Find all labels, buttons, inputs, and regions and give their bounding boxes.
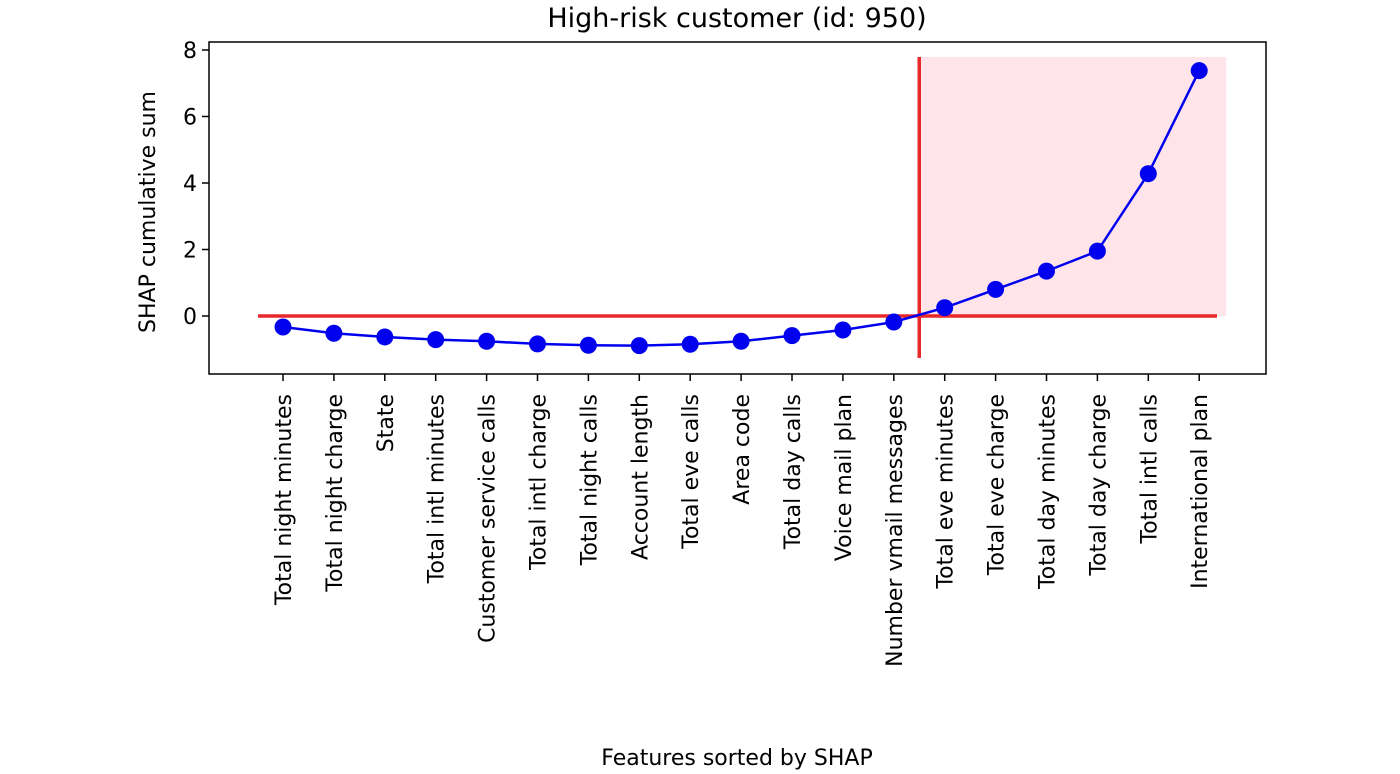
y-tick-label: 2	[183, 239, 197, 264]
data-point	[630, 337, 648, 355]
x-tick-label: Total day calls	[781, 394, 806, 550]
series-points	[274, 62, 1208, 355]
x-tick-label: Total night minutes	[272, 394, 297, 606]
x-tick-label: International plan	[1188, 394, 1213, 589]
x-tick-label: State	[374, 394, 399, 452]
data-point	[376, 328, 394, 346]
data-point	[1190, 62, 1208, 80]
plot-frame	[208, 41, 1267, 375]
x-tick-label: Total eve calls	[679, 394, 704, 550]
data-point	[1038, 262, 1055, 280]
data-point	[529, 335, 546, 353]
data-point	[681, 335, 699, 353]
x-tick-label: Area code	[730, 394, 755, 505]
data-point	[478, 332, 496, 350]
data-point	[579, 336, 597, 354]
x-axis-label: Features sorted by SHAP	[601, 746, 872, 771]
data-point	[325, 324, 343, 342]
chart-title: High-risk customer (id: 950)	[547, 3, 926, 34]
y-tick-label: 0	[183, 305, 197, 330]
x-tick-label: Account length	[628, 394, 653, 560]
y-tick-label: 4	[183, 172, 197, 197]
x-tick-label: Total eve minutes	[934, 394, 959, 590]
data-point	[936, 299, 954, 317]
x-tick-label: Total night calls	[577, 394, 602, 566]
y-axis-ticks: 0 2 4 6 8	[183, 39, 209, 330]
data-point	[1088, 242, 1106, 260]
data-point	[427, 331, 445, 349]
x-tick-label: Total intl charge	[527, 394, 552, 571]
y-axis-label: SHAP cumulative sum	[136, 91, 161, 333]
x-tick-label: Voice mail plan	[832, 394, 857, 561]
x-tick-label: Total intl minutes	[425, 394, 450, 584]
y-tick-label: 6	[183, 106, 197, 131]
data-point	[783, 327, 801, 345]
highlight-region	[919, 57, 1227, 316]
data-point	[987, 280, 1005, 298]
x-tick-label: Total night charge	[323, 394, 348, 593]
y-tick-label: 8	[183, 39, 197, 64]
x-tick-label: Customer service calls	[476, 394, 501, 643]
x-tick-label: Number vmail messages	[883, 394, 908, 667]
data-point	[885, 313, 903, 331]
x-tick-label: Total day charge	[1086, 394, 1111, 577]
x-tick-label: Total eve charge	[985, 394, 1010, 576]
x-tick-label: Total intl calls	[1137, 394, 1162, 544]
data-point	[834, 321, 852, 339]
data-point	[1139, 165, 1157, 183]
x-tick-label: Total day minutes	[1036, 394, 1061, 590]
data-point	[274, 318, 292, 336]
x-axis-ticks: Total night minutes Total night charge Sta…	[272, 374, 1213, 667]
data-point	[732, 332, 750, 350]
